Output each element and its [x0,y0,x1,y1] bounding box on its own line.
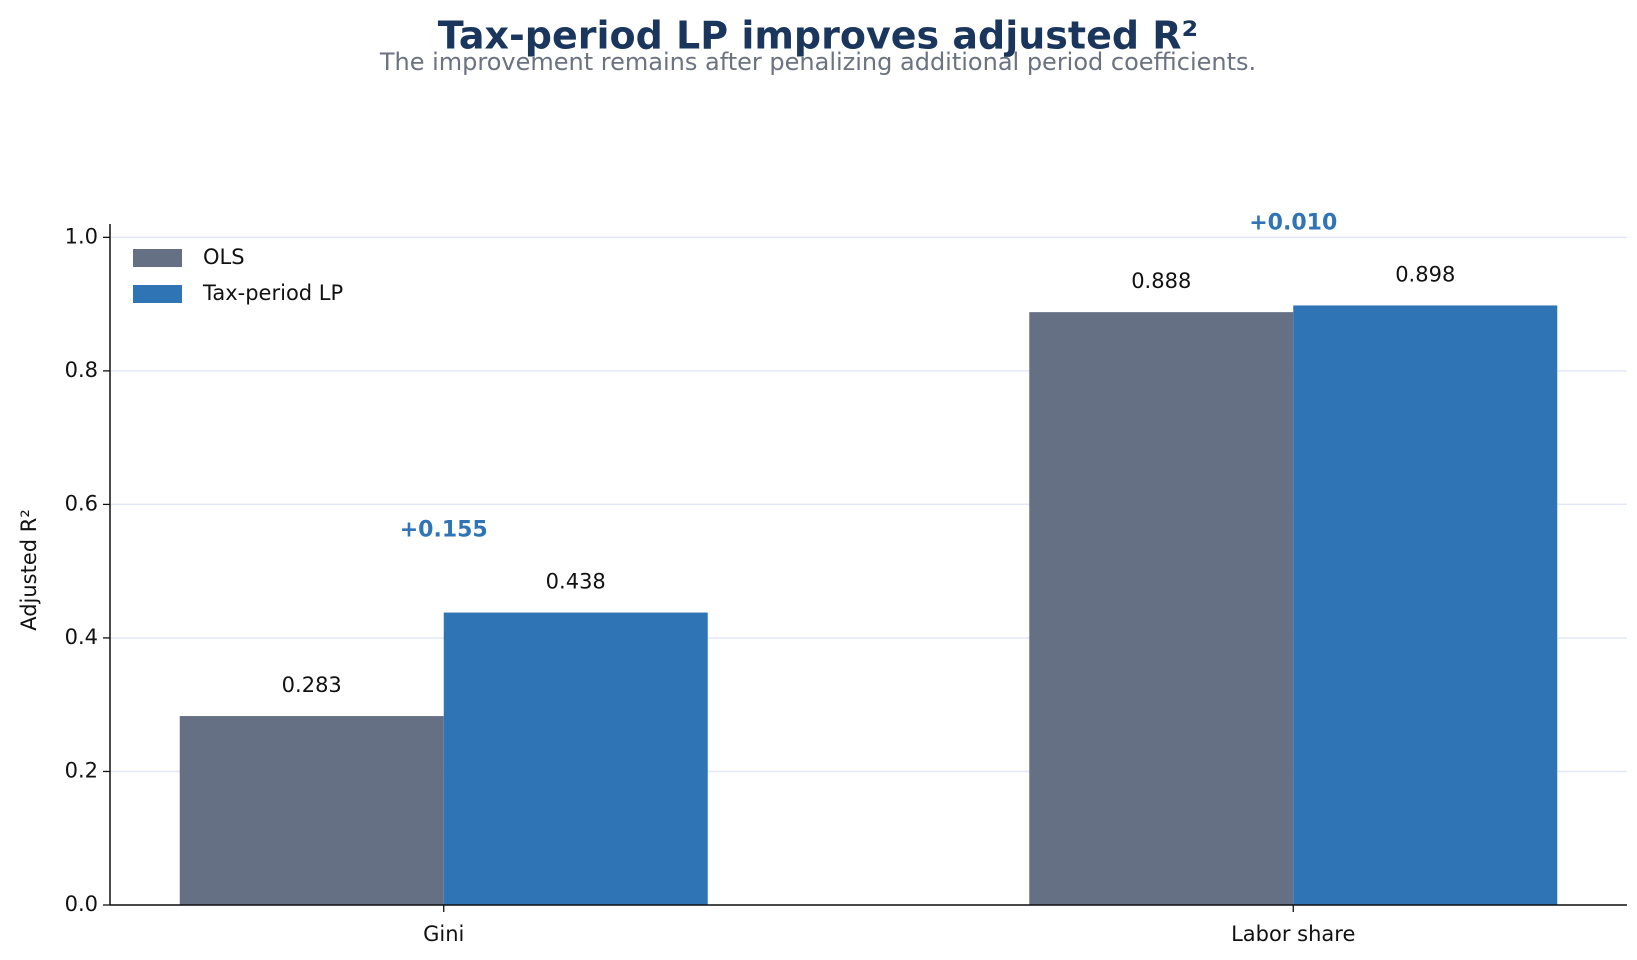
x-tick-label: Labor share [1231,922,1355,946]
chart-subtitle: The improvement remains after penalizing… [379,48,1256,76]
value-label: 0.888 [1131,269,1191,293]
annotation: +0.010 [1249,210,1337,235]
x-tick-label: Gini [423,922,464,946]
legend-label: OLS [203,245,245,269]
value-label: 0.438 [546,570,606,594]
legend-swatch [133,285,182,303]
annotation: +0.155 [400,518,488,543]
y-tick-label: 0.2 [65,758,98,782]
bar [443,612,708,905]
y-tick-label: 0.0 [65,892,98,916]
y-tick-label: 0.8 [65,358,98,382]
bar [1029,312,1294,906]
y-tick-label: 1.0 [65,224,98,248]
value-label: 0.898 [1395,262,1455,286]
chart-title: Tax-period LP improves adjusted R² [438,14,1198,58]
value-label: 0.283 [282,673,342,697]
y-tick-label: 0.4 [65,625,98,649]
bar [179,716,444,905]
y-tick-label: 0.6 [65,491,98,515]
y-axis-label: Adjusted R² [17,509,41,631]
legend-swatch [133,249,182,267]
legend-label: Tax-period LP [202,281,343,305]
bar [1293,305,1558,905]
